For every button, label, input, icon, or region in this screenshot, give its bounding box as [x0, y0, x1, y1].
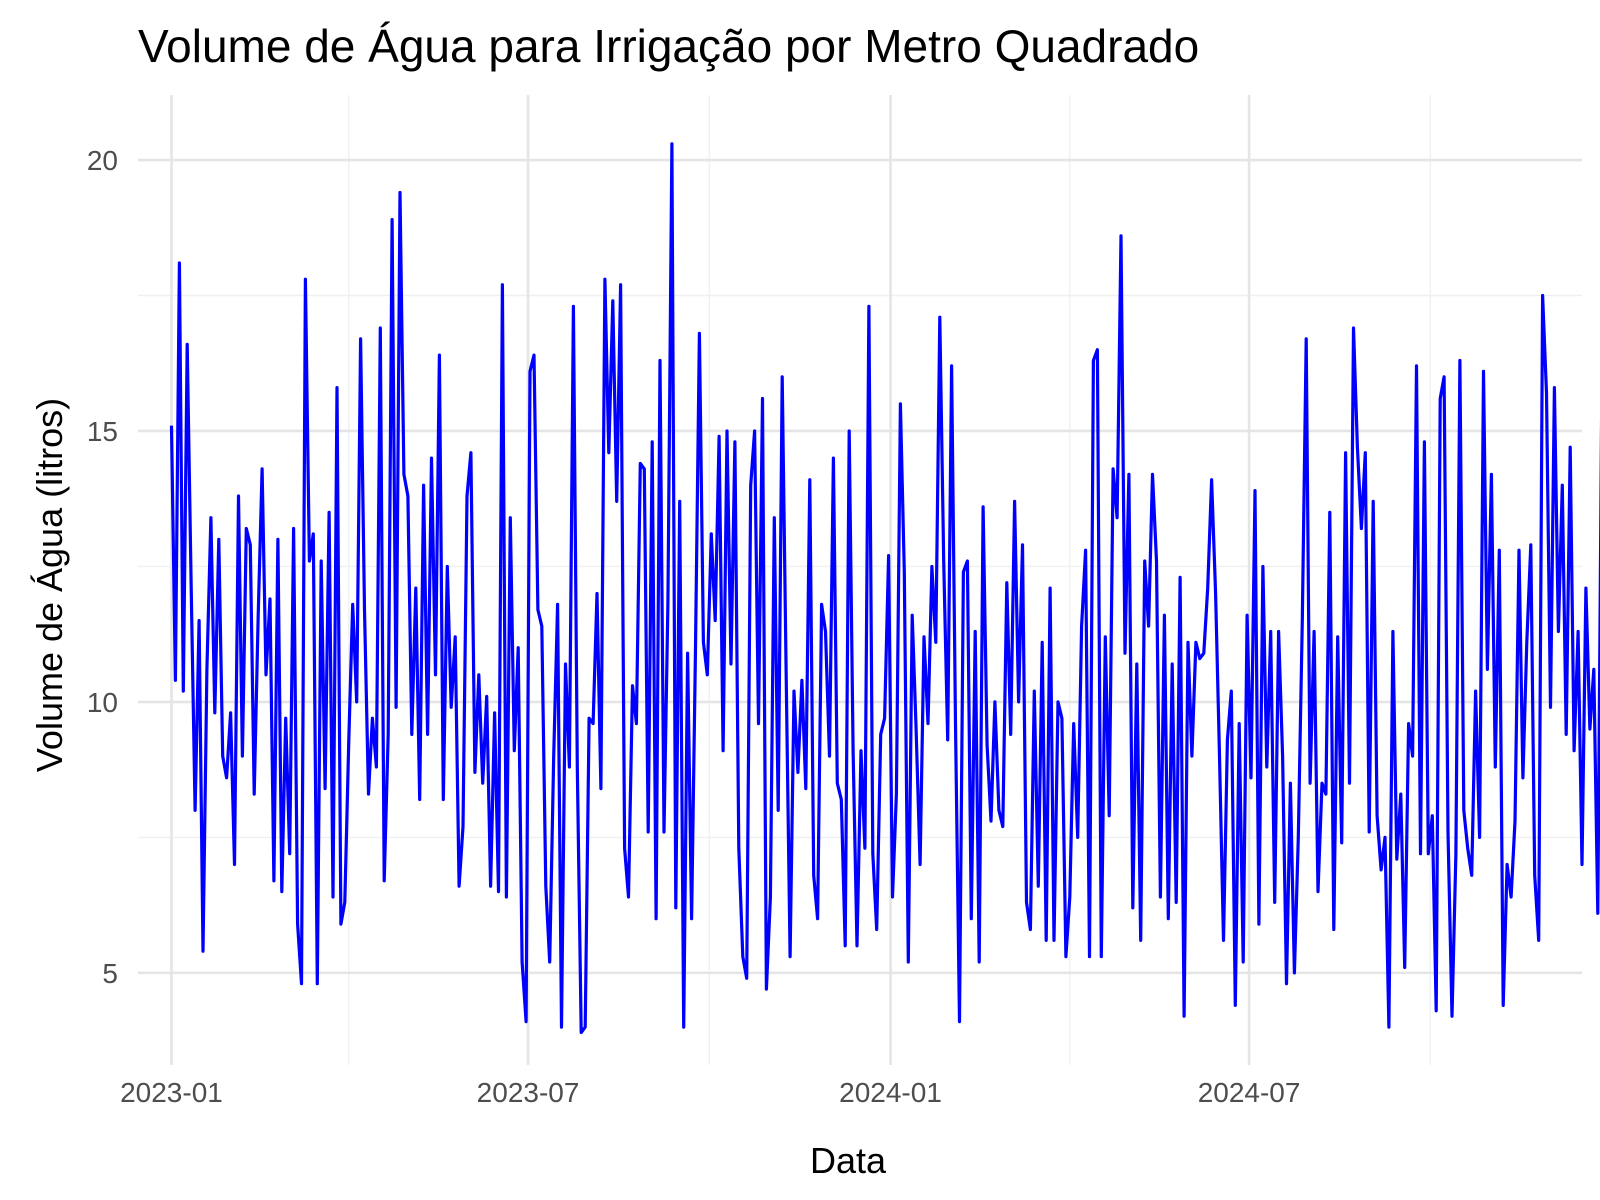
y-axis-title: Volume de Água (litros) — [29, 398, 70, 772]
x-tick-label-1: 2023-07 — [477, 1077, 580, 1108]
series-layer — [169, 142, 1600, 1035]
y-tick-label-1: 10 — [87, 687, 118, 718]
x-tick-label-3: 2024-07 — [1198, 1077, 1301, 1108]
x-tick-labels: 2023-01 2023-07 2024-01 2024-07 — [120, 1077, 1300, 1108]
y-tick-label-2: 15 — [87, 416, 118, 447]
y-tick-label-0: 5 — [102, 958, 118, 989]
y-tick-label-3: 20 — [87, 145, 118, 176]
x-tick-label-2: 2024-01 — [839, 1077, 942, 1108]
x-tick-label-0: 2023-01 — [120, 1077, 223, 1108]
chart-title: Volume de Água para Irrigação por Metro … — [138, 20, 1199, 72]
y-tick-labels: 5 10 15 20 — [87, 145, 118, 989]
x-axis-title: Data — [810, 1140, 887, 1181]
series-line-0 — [169, 142, 1600, 1035]
